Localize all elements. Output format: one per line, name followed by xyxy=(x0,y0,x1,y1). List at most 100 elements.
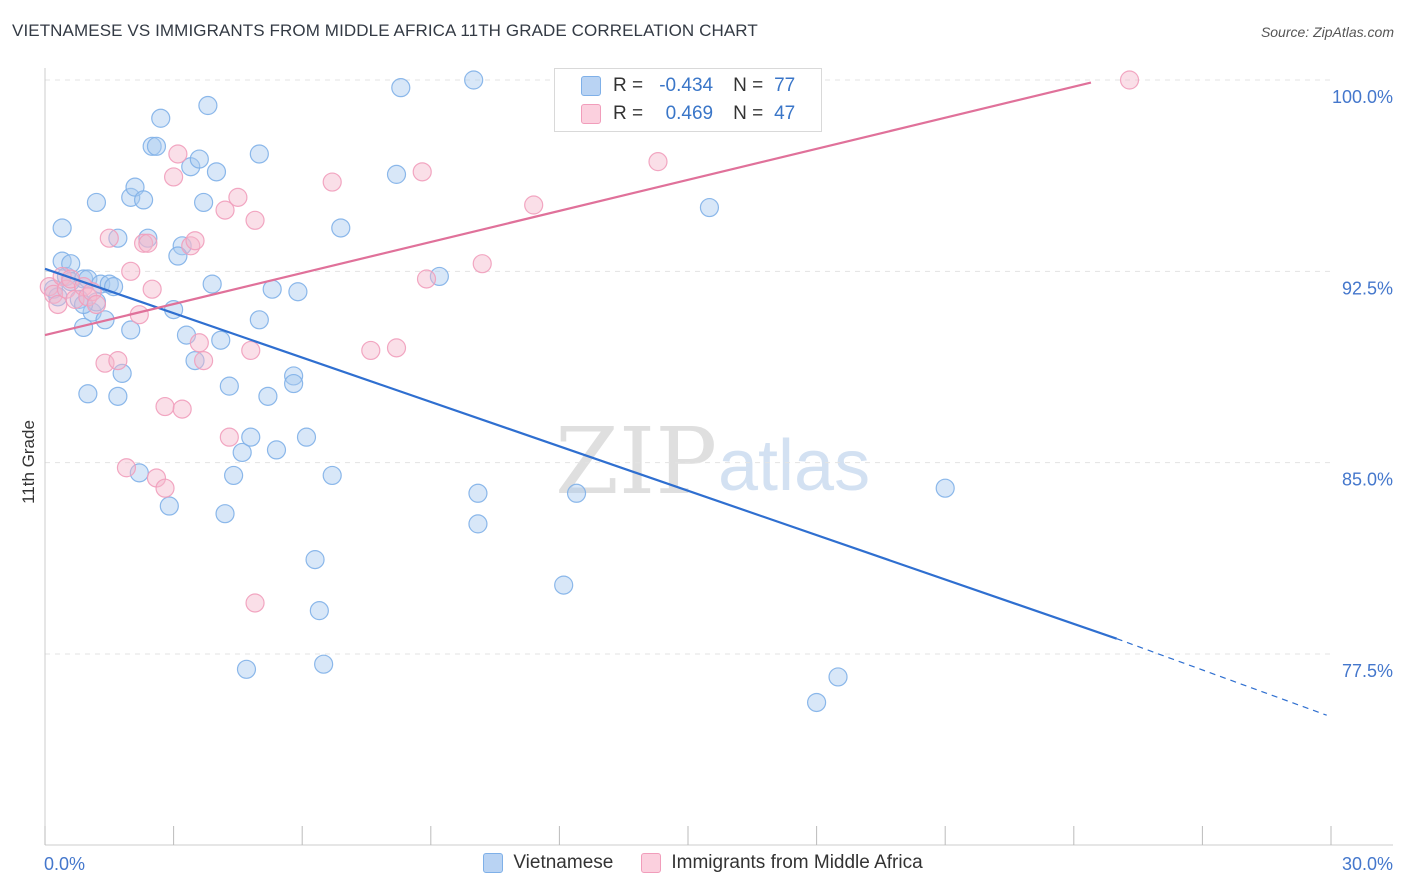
series-legend-middle-africa[interactable]: Immigrants from Middle Africa xyxy=(641,852,923,874)
point-middle-africa xyxy=(524,195,544,215)
point-vietnamese xyxy=(314,654,334,674)
point-vietnamese xyxy=(296,427,317,447)
watermark-zip: ZIP xyxy=(555,408,717,515)
point-middle-africa xyxy=(245,210,265,230)
point-vietnamese xyxy=(468,514,488,534)
series-legend-vietnamese[interactable]: Vietnamese xyxy=(483,852,613,874)
watermark: ZIP atlas xyxy=(555,408,870,515)
point-vietnamese xyxy=(806,692,827,713)
point-middle-africa xyxy=(86,294,107,315)
point-middle-africa xyxy=(648,152,668,172)
point-middle-africa xyxy=(386,338,407,358)
point-vietnamese xyxy=(305,550,325,570)
series-label-middle-africa: Immigrants from Middle Africa xyxy=(671,852,923,873)
data-points xyxy=(39,70,1140,713)
point-vietnamese xyxy=(258,386,278,406)
point-middle-africa xyxy=(138,233,158,253)
point-vietnamese xyxy=(121,320,141,340)
point-middle-africa xyxy=(412,162,432,182)
point-vietnamese xyxy=(211,330,231,350)
legend-r-label: R = xyxy=(613,75,644,96)
series-swatch-middle-africa xyxy=(641,853,662,873)
legend-row-vietnamese: R = -0.434 N = 77 xyxy=(555,72,795,100)
point-middle-africa xyxy=(43,284,64,304)
point-vietnamese xyxy=(284,366,304,386)
point-vietnamese xyxy=(236,659,257,679)
legend-r-label: R = xyxy=(613,103,644,124)
point-middle-africa xyxy=(155,478,175,498)
point-vietnamese xyxy=(391,78,411,98)
point-vietnamese xyxy=(249,310,269,330)
series-label-vietnamese: Vietnamese xyxy=(513,852,614,873)
point-vietnamese xyxy=(322,465,342,486)
legend-r-value: -0.434 xyxy=(659,75,714,96)
point-vietnamese xyxy=(331,218,351,238)
point-middle-africa xyxy=(245,593,265,613)
legend-n-label: N = xyxy=(733,75,764,96)
legend-swatch-vietnamese xyxy=(581,76,601,96)
point-vietnamese xyxy=(194,192,214,213)
point-middle-africa xyxy=(121,261,141,281)
source-label: Source: ZipAtlas.com xyxy=(1260,24,1394,40)
gridlines xyxy=(45,79,1331,655)
point-vietnamese xyxy=(554,575,574,595)
trend-line-vietnamese xyxy=(44,267,1118,640)
point-middle-africa xyxy=(416,269,437,289)
point-vietnamese xyxy=(215,504,235,524)
point-vietnamese xyxy=(828,667,848,687)
point-vietnamese xyxy=(219,376,239,396)
point-vietnamese xyxy=(241,427,261,447)
point-vietnamese xyxy=(78,384,98,404)
point-vietnamese xyxy=(464,70,484,90)
trend-line-vietnamese-extension xyxy=(1116,638,1327,716)
y-tick-label: 85.0% xyxy=(1342,470,1393,490)
point-middle-africa xyxy=(185,231,205,251)
point-vietnamese xyxy=(159,496,179,516)
point-vietnamese xyxy=(168,246,188,266)
point-middle-africa xyxy=(472,254,492,274)
point-vietnamese xyxy=(284,373,304,394)
axis-labels: 77.5% 85.0% 92.5% 100.0% 0.0% 30.0% 11th Grade xyxy=(19,87,1393,874)
point-vietnamese xyxy=(206,162,227,182)
point-vietnamese xyxy=(232,442,252,463)
point-middle-africa xyxy=(219,427,239,447)
series-legend: Vietnamese Immigrants from Middle Africa xyxy=(0,852,1406,874)
legend-n-label: N = xyxy=(733,103,764,124)
point-vietnamese xyxy=(142,136,162,156)
point-middle-africa xyxy=(228,187,248,207)
point-vietnamese xyxy=(108,386,128,406)
x-tick-label: 30.0% xyxy=(1342,854,1393,874)
point-middle-africa xyxy=(189,333,209,353)
point-middle-africa xyxy=(142,279,162,299)
point-vietnamese xyxy=(699,197,720,218)
point-vietnamese xyxy=(189,149,209,169)
point-middle-africa xyxy=(215,200,235,220)
point-middle-africa xyxy=(155,396,175,417)
point-vietnamese xyxy=(935,478,955,498)
point-middle-africa xyxy=(1119,70,1140,90)
point-middle-africa xyxy=(133,233,154,253)
legend-r-value: 0.469 xyxy=(665,103,714,124)
point-vietnamese xyxy=(288,282,308,302)
point-vietnamese xyxy=(468,483,488,503)
point-middle-africa xyxy=(48,294,68,315)
point-middle-africa xyxy=(116,458,137,478)
trend-line-middle-africa xyxy=(44,81,1092,337)
trend-lines xyxy=(44,81,1327,716)
y-tick-label: 100.0% xyxy=(1332,87,1393,107)
point-middle-africa xyxy=(164,167,184,187)
point-vietnamese xyxy=(224,465,244,486)
point-vietnamese xyxy=(151,108,171,128)
point-vietnamese xyxy=(52,218,72,238)
point-vietnamese xyxy=(249,144,269,164)
point-middle-africa xyxy=(361,340,381,361)
point-vietnamese xyxy=(202,274,222,294)
legend-row-middle-africa: R = 0.469 N = 47 xyxy=(555,100,795,128)
point-vietnamese xyxy=(86,192,107,213)
watermark-atlas: atlas xyxy=(718,426,870,506)
axes xyxy=(44,68,1393,846)
point-vietnamese xyxy=(309,601,329,621)
point-middle-africa xyxy=(241,340,261,361)
legend-n-value: 77 xyxy=(774,75,796,96)
